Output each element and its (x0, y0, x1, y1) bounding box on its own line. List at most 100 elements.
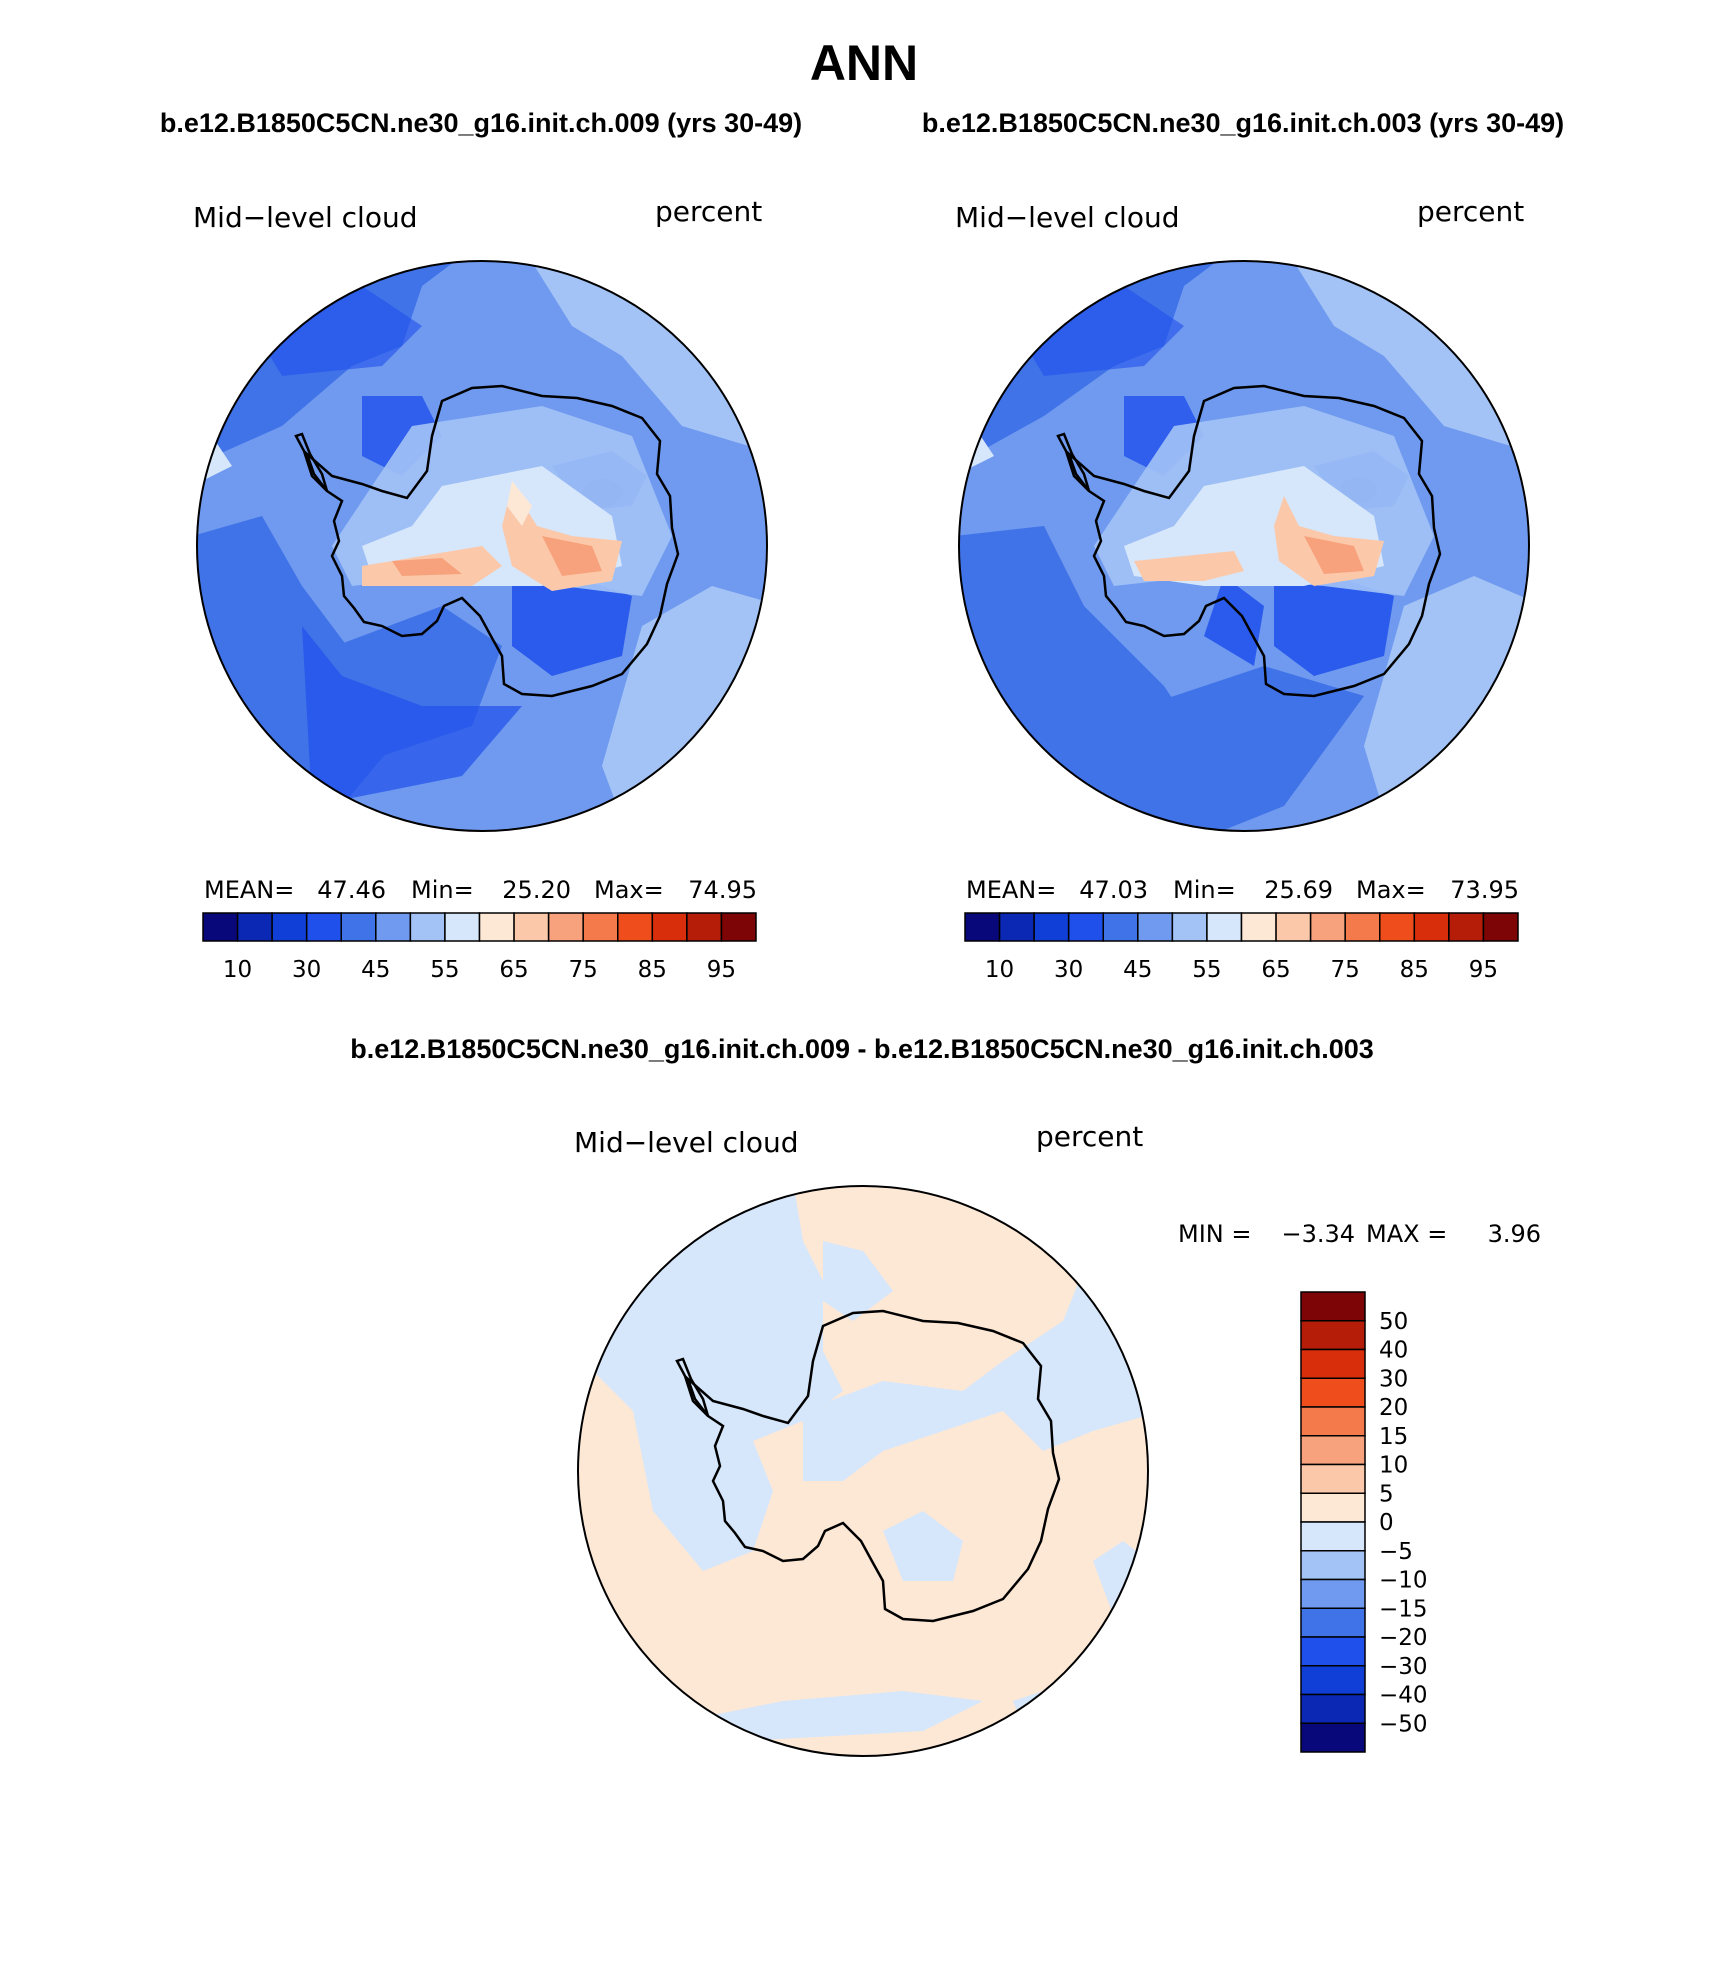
left-max-label: Max= (594, 876, 664, 904)
right-colorbar-tick-label: 65 (1261, 957, 1290, 983)
right-colorbar-swatch (1206, 912, 1243, 942)
right-colorbar-swatch (1033, 912, 1070, 942)
right-colorbar-tick-label: 45 (1123, 957, 1152, 983)
diff-colorbar-tick-label: −30 (1379, 1654, 1428, 1680)
diff-colorbar-tick-label: 0 (1379, 1510, 1394, 1536)
diff-colorbar-swatch (1300, 1693, 1366, 1724)
right-colorbar-tick-label: 55 (1192, 957, 1221, 983)
diff-min-label: MIN = (1178, 1220, 1251, 1248)
diff-colorbar-swatch (1300, 1320, 1366, 1351)
left-colorbar-tick-label: 30 (292, 957, 321, 983)
diff-colorbar-tick-label: 50 (1379, 1309, 1408, 1335)
diff-colorbar-tick-label: 15 (1379, 1424, 1408, 1450)
right-colorbar-swatch (1137, 912, 1174, 942)
left-mean-value: 47.46 (317, 876, 386, 904)
left-colorbar-tick-label: 75 (569, 957, 598, 983)
right-units-label: percent (1417, 195, 1524, 228)
diff-colorbar-swatch (1300, 1521, 1366, 1552)
diff-variable-label: Mid−level cloud (574, 1126, 798, 1159)
diff-colorbar-tick-label: −5 (1379, 1539, 1413, 1565)
left-polar-map (197, 261, 767, 831)
left-min-label: Min= (411, 876, 474, 904)
right-max-value: 73.95 (1450, 876, 1519, 904)
left-colorbar-tick-label: 95 (707, 957, 736, 983)
left-colorbar-swatch (271, 912, 308, 942)
diff-units-label: percent (1036, 1120, 1143, 1153)
right-colorbar: 10 30 45 55 65 75 85 95 (964, 912, 1519, 983)
diff-colorbar-swatch (1300, 1377, 1366, 1408)
diff-colorbar-swatch (1300, 1492, 1366, 1523)
diff-colorbar-tick-label: 20 (1379, 1395, 1408, 1421)
diff-colorbar-tick-label: −50 (1379, 1711, 1428, 1737)
right-colorbar-swatch (1448, 912, 1485, 942)
diff-colorbar-tick-label: 40 (1379, 1338, 1408, 1364)
right-colorbar-swatch (1067, 912, 1104, 942)
right-colorbar-swatch (1344, 912, 1381, 942)
left-colorbar-tick-label: 55 (430, 957, 459, 983)
left-map-panel: Mid−level cloud percent (193, 195, 768, 983)
left-colorbar-tick-label: 45 (361, 957, 390, 983)
diff-colorbar-swatch (1300, 1406, 1366, 1437)
diff-polar-map (578, 1186, 1148, 1756)
right-colorbar-tick-label: 85 (1400, 957, 1429, 983)
diff-colorbar-tick-label: 10 (1379, 1453, 1408, 1479)
left-colorbar-swatch (444, 912, 481, 942)
left-max-value: 74.95 (688, 876, 757, 904)
right-colorbar-tick-label: 30 (1054, 957, 1083, 983)
diff-colorbar-swatch (1300, 1665, 1366, 1696)
left-map-border (196, 260, 768, 832)
right-colorbar-tick-label: 10 (985, 957, 1014, 983)
right-min-label: Min= (1173, 876, 1236, 904)
left-colorbar-swatch (582, 912, 619, 942)
left-units-label: percent (655, 195, 762, 228)
diff-case-title: b.e12.B1850C5CN.ne30_g16.init.ch.009 - b… (350, 1034, 1374, 1064)
diff-colorbar-swatch (1300, 1550, 1366, 1581)
left-colorbar-tick-label: 85 (638, 957, 667, 983)
right-colorbar-swatch (1171, 912, 1208, 942)
diff-colorbar-swatch (1300, 1722, 1366, 1753)
right-colorbar-swatch (1309, 912, 1346, 942)
left-colorbar-swatch (478, 912, 515, 942)
diff-colorbar-swatch (1300, 1435, 1366, 1466)
diff-colorbar-swatch (1300, 1348, 1366, 1379)
left-variable-label: Mid−level cloud (193, 201, 417, 234)
left-colorbar-swatch (720, 912, 757, 942)
diff-map-border (577, 1185, 1149, 1757)
right-colorbar-swatch (1275, 912, 1312, 942)
diff-colorbar-tick-label: 5 (1379, 1481, 1394, 1507)
right-colorbar-swatch (1482, 912, 1519, 942)
right-colorbar-swatch (998, 912, 1035, 942)
right-case-title: b.e12.B1850C5CN.ne30_g16.init.ch.003 (yr… (922, 108, 1564, 138)
left-colorbar-swatch (651, 912, 688, 942)
left-colorbar-swatch (305, 912, 342, 942)
diff-colorbar-swatch (1300, 1578, 1366, 1609)
left-min-value: 25.20 (502, 876, 571, 904)
right-colorbar-swatch (1240, 912, 1277, 942)
right-min-value: 25.69 (1264, 876, 1333, 904)
diff-colorbar-swatch (1300, 1463, 1366, 1494)
right-colorbar-tick-label: 95 (1469, 957, 1498, 983)
figure-title: ANN (810, 35, 918, 91)
right-max-label: Max= (1356, 876, 1426, 904)
diff-colorbar-swatch (1300, 1291, 1366, 1322)
right-colorbar-tick-label: 75 (1331, 957, 1360, 983)
diff-min-value: −3.34 (1281, 1220, 1355, 1248)
diff-map-panel: Mid−level cloud percent MIN = −3.34 MAX … (574, 1120, 1541, 1757)
left-colorbar-swatch (375, 912, 412, 942)
diff-colorbar-swatch (1300, 1636, 1366, 1667)
left-colorbar: 10 30 45 55 65 75 85 95 (202, 912, 757, 983)
left-case-title: b.e12.B1850C5CN.ne30_g16.init.ch.009 (yr… (160, 108, 802, 138)
left-colorbar-swatch (409, 912, 446, 942)
right-colorbar-swatch (964, 912, 1001, 942)
diff-max-label: MAX = (1366, 1220, 1447, 1248)
left-mean-label: MEAN= (204, 876, 294, 904)
right-polar-map (959, 261, 1529, 831)
right-mean-value: 47.03 (1079, 876, 1148, 904)
diff-colorbar-tick-label: −15 (1379, 1596, 1428, 1622)
diff-colorbar-tick-label: −20 (1379, 1625, 1428, 1651)
right-colorbar-swatch (1379, 912, 1416, 942)
left-colorbar-swatch (236, 912, 273, 942)
right-map-border (958, 260, 1530, 832)
